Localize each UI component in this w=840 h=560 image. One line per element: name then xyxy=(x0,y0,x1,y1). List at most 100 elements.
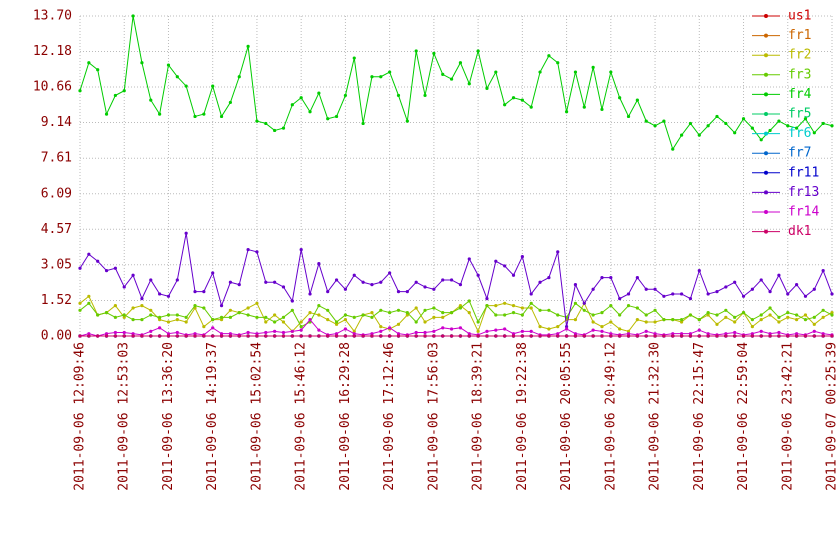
data-point xyxy=(414,49,418,53)
legend-marker xyxy=(764,53,768,58)
data-point xyxy=(494,334,498,338)
legend-label: fr5 xyxy=(788,107,811,122)
data-point xyxy=(273,280,277,284)
data-point xyxy=(140,318,144,322)
data-point xyxy=(724,315,728,319)
data-point xyxy=(264,330,268,335)
x-tick-label: 2011-09-06 22:15:47 xyxy=(692,342,707,491)
data-point xyxy=(228,280,232,284)
data-point xyxy=(556,61,560,65)
data-point xyxy=(662,334,666,338)
x-tick-label: 2011-09-06 23:42:21 xyxy=(780,342,795,491)
legend-marker xyxy=(764,190,768,195)
data-point xyxy=(618,297,622,301)
data-point xyxy=(653,124,657,128)
data-point xyxy=(396,322,401,326)
data-point xyxy=(503,264,507,268)
data-point xyxy=(821,332,825,336)
data-point xyxy=(520,98,524,102)
data-point xyxy=(246,330,250,335)
x-tick-label: 2011-09-06 14:19:37 xyxy=(205,342,220,491)
data-point xyxy=(104,311,109,315)
data-point xyxy=(175,318,179,322)
data-point xyxy=(688,313,693,317)
data-point xyxy=(228,334,232,338)
data-point xyxy=(140,334,144,338)
data-point xyxy=(246,44,250,48)
data-point xyxy=(113,330,117,335)
data-point xyxy=(777,320,781,324)
data-point xyxy=(538,308,542,312)
data-point xyxy=(503,313,507,317)
data-point xyxy=(122,313,126,317)
data-point xyxy=(795,334,799,338)
data-point xyxy=(122,89,126,93)
data-point xyxy=(290,329,294,333)
data-point xyxy=(202,325,206,329)
data-point xyxy=(803,318,808,322)
data-point xyxy=(786,315,790,319)
data-point xyxy=(538,70,542,74)
data-point xyxy=(131,318,135,322)
data-point xyxy=(158,334,162,338)
data-point xyxy=(281,334,286,338)
data-point xyxy=(573,70,578,74)
data-point xyxy=(405,334,409,338)
data-point xyxy=(529,292,533,296)
data-point xyxy=(821,268,825,273)
data-point xyxy=(582,334,586,338)
data-point xyxy=(246,247,250,252)
data-point xyxy=(379,334,383,338)
data-point xyxy=(759,278,763,282)
data-point xyxy=(600,311,604,315)
data-point xyxy=(423,93,427,98)
data-point xyxy=(600,329,604,333)
data-point xyxy=(175,313,179,317)
data-point xyxy=(290,103,294,107)
data-point xyxy=(149,308,153,312)
legend-label: fr11 xyxy=(788,165,819,180)
data-point xyxy=(741,117,746,121)
data-point xyxy=(281,330,286,335)
data-point xyxy=(750,325,754,329)
data-point xyxy=(379,325,383,329)
data-point xyxy=(795,318,799,322)
data-point xyxy=(733,330,737,335)
data-point xyxy=(122,330,126,335)
data-point xyxy=(158,318,162,322)
data-point xyxy=(414,330,418,335)
data-point xyxy=(511,334,516,338)
data-point xyxy=(211,326,215,330)
data-point xyxy=(299,334,303,338)
data-point xyxy=(361,280,365,284)
data-point xyxy=(494,313,498,317)
data-point xyxy=(626,114,631,119)
data-point xyxy=(750,287,754,291)
data-point xyxy=(96,334,100,338)
x-tick-label: 2011-09-06 19:22:38 xyxy=(515,342,530,491)
data-point xyxy=(467,334,471,338)
data-point xyxy=(511,332,516,336)
data-point xyxy=(591,287,595,291)
data-point xyxy=(812,334,816,338)
data-point xyxy=(626,329,631,333)
data-point xyxy=(529,306,533,310)
data-point xyxy=(317,304,321,308)
data-point xyxy=(591,334,595,338)
data-point xyxy=(795,313,799,317)
data-point xyxy=(759,329,763,333)
legend-marker xyxy=(764,14,768,18)
data-point xyxy=(405,290,409,294)
data-point xyxy=(175,330,179,335)
data-point xyxy=(644,287,648,291)
data-point xyxy=(343,93,348,98)
legend-label: fr7 xyxy=(788,146,811,161)
data-point xyxy=(476,49,480,53)
data-point xyxy=(503,301,507,305)
data-point xyxy=(273,128,277,133)
data-point xyxy=(520,313,524,317)
data-point xyxy=(706,292,710,296)
data-point xyxy=(184,315,188,319)
data-point xyxy=(503,103,507,107)
data-point xyxy=(158,315,162,319)
